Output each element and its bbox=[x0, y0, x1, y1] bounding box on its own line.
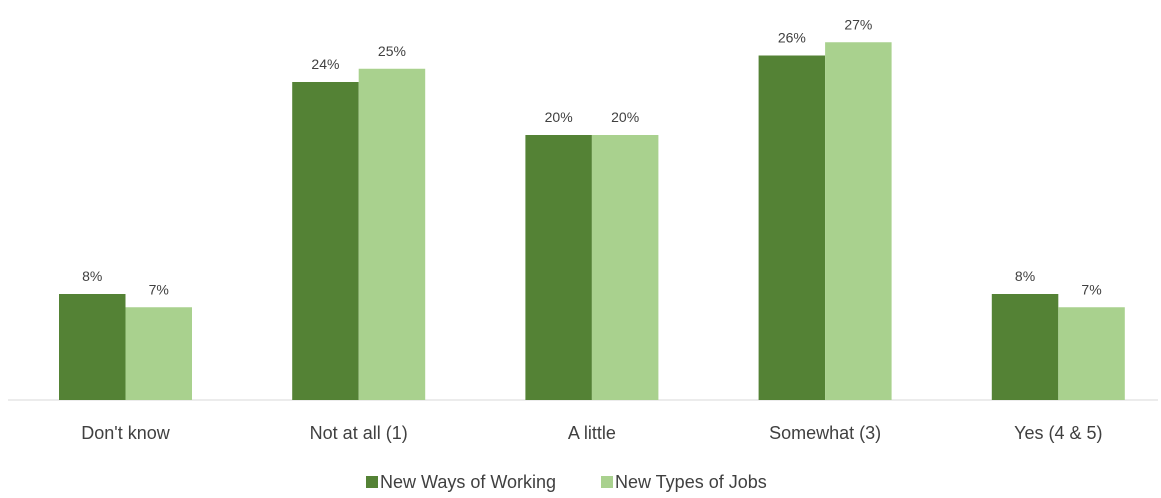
category-label: Yes (4 & 5) bbox=[1014, 423, 1102, 443]
data-label: 27% bbox=[844, 16, 872, 32]
data-label: 24% bbox=[311, 56, 339, 72]
bar-new-types-of-jobs-2 bbox=[592, 135, 659, 400]
bar-new-ways-of-working-1 bbox=[292, 82, 359, 400]
bar-new-ways-of-working-4 bbox=[992, 294, 1059, 400]
data-label: 8% bbox=[1015, 268, 1035, 284]
category-labels-layer: Don't know Not at all (1) A little Somewhat… bbox=[81, 423, 1102, 443]
category-label: Don't know bbox=[81, 423, 170, 443]
category-label: Not at all (1) bbox=[310, 423, 408, 443]
category-label: Somewhat (3) bbox=[769, 423, 881, 443]
legend: New Ways of Working New Types of Jobs bbox=[366, 472, 767, 492]
bar-new-types-of-jobs-4 bbox=[1058, 307, 1125, 400]
bar-new-types-of-jobs-1 bbox=[359, 69, 426, 400]
legend-label: New Ways of Working bbox=[380, 472, 556, 492]
data-label: 26% bbox=[778, 30, 806, 46]
data-label: 20% bbox=[611, 109, 639, 125]
bar-new-types-of-jobs-3 bbox=[825, 42, 892, 400]
legend-swatch bbox=[366, 476, 378, 488]
data-label: 7% bbox=[149, 281, 169, 297]
bar-new-ways-of-working-0 bbox=[59, 294, 126, 400]
legend-label: New Types of Jobs bbox=[615, 472, 767, 492]
legend-swatch bbox=[601, 476, 613, 488]
category-label: A little bbox=[568, 423, 616, 443]
data-label: 7% bbox=[1081, 281, 1101, 297]
data-label: 8% bbox=[82, 268, 102, 284]
data-label: 25% bbox=[378, 43, 406, 59]
data-label: 20% bbox=[545, 109, 573, 125]
bar-new-ways-of-working-2 bbox=[525, 135, 592, 400]
bar-new-ways-of-working-3 bbox=[759, 56, 826, 401]
bar-new-types-of-jobs-0 bbox=[126, 307, 193, 400]
bars-layer bbox=[59, 42, 1125, 400]
